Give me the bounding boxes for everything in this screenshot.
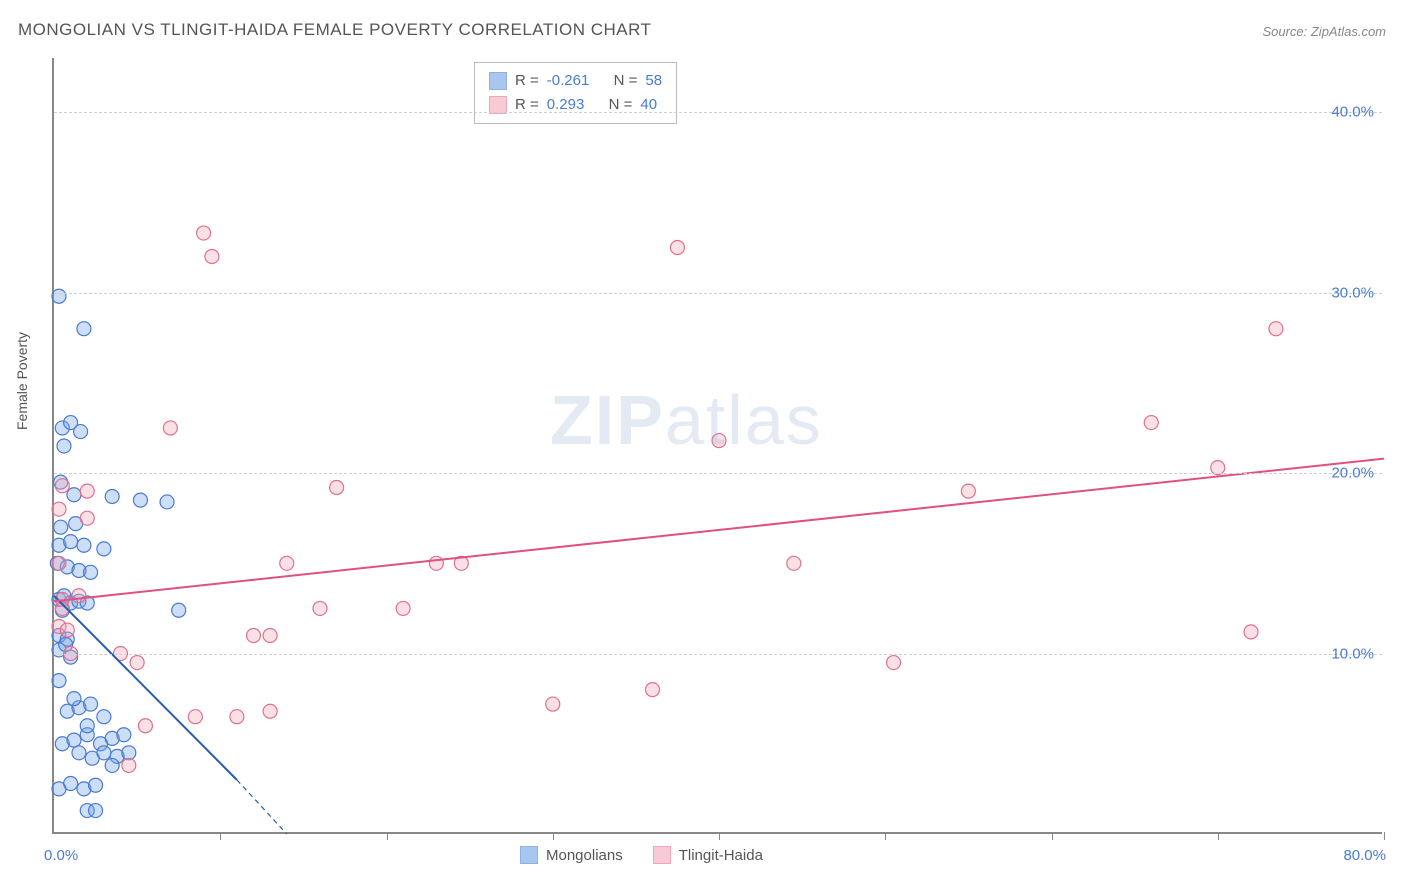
chart-title: MONGOLIAN VS TLINGIT-HAIDA FEMALE POVERT… bbox=[18, 20, 651, 40]
watermark: ZIPatlas bbox=[550, 380, 823, 460]
x-tick bbox=[1218, 832, 1219, 840]
correlation-legend: R = -0.261 N = 58 R = 0.293 N = 40 bbox=[474, 62, 677, 124]
r-label: R = bbox=[515, 93, 539, 117]
legend-row-mongolians: R = -0.261 N = 58 bbox=[489, 69, 662, 93]
series-legend: Mongolians Tlingit-Haida bbox=[520, 846, 763, 864]
x-tick bbox=[1052, 832, 1053, 840]
legend-row-tlingit: R = 0.293 N = 40 bbox=[489, 93, 662, 117]
gridline bbox=[54, 654, 1382, 655]
gridline bbox=[54, 112, 1382, 113]
n-label: N = bbox=[609, 93, 633, 117]
swatch-mongolians bbox=[489, 72, 507, 90]
swatch-tlingit-bottom bbox=[653, 846, 671, 864]
r-value-mongolians: -0.261 bbox=[547, 69, 590, 93]
x-tick bbox=[885, 832, 886, 840]
watermark-light: atlas bbox=[665, 381, 823, 459]
chart-container: MONGOLIAN VS TLINGIT-HAIDA FEMALE POVERT… bbox=[0, 0, 1406, 892]
y-tick-label: 40.0% bbox=[1331, 104, 1374, 121]
gridline bbox=[54, 293, 1382, 294]
legend-label-tlingit: Tlingit-Haida bbox=[679, 847, 763, 864]
legend-item-tlingit: Tlingit-Haida bbox=[653, 846, 763, 864]
x-tick bbox=[387, 832, 388, 840]
source-attribution: Source: ZipAtlas.com bbox=[1262, 24, 1386, 39]
x-tick bbox=[719, 832, 720, 840]
y-tick-label: 30.0% bbox=[1331, 284, 1374, 301]
legend-label-mongolians: Mongolians bbox=[546, 847, 623, 864]
y-axis-label: Female Poverty bbox=[14, 332, 30, 430]
gridline bbox=[54, 473, 1382, 474]
r-value-tlingit: 0.293 bbox=[547, 93, 585, 117]
y-tick-label: 20.0% bbox=[1331, 465, 1374, 482]
x-tick bbox=[553, 832, 554, 840]
x-axis-max-label: 80.0% bbox=[1343, 847, 1386, 864]
n-value-mongolians: 58 bbox=[645, 69, 662, 93]
swatch-mongolians-bottom bbox=[520, 846, 538, 864]
y-tick-label: 10.0% bbox=[1331, 645, 1374, 662]
x-tick bbox=[220, 832, 221, 840]
r-label: R = bbox=[515, 69, 539, 93]
n-label: N = bbox=[614, 69, 638, 93]
x-tick bbox=[1384, 832, 1385, 840]
legend-item-mongolians: Mongolians bbox=[520, 846, 623, 864]
watermark-bold: ZIP bbox=[550, 381, 665, 459]
n-value-tlingit: 40 bbox=[640, 93, 657, 117]
x-axis-min-label: 0.0% bbox=[44, 847, 78, 864]
